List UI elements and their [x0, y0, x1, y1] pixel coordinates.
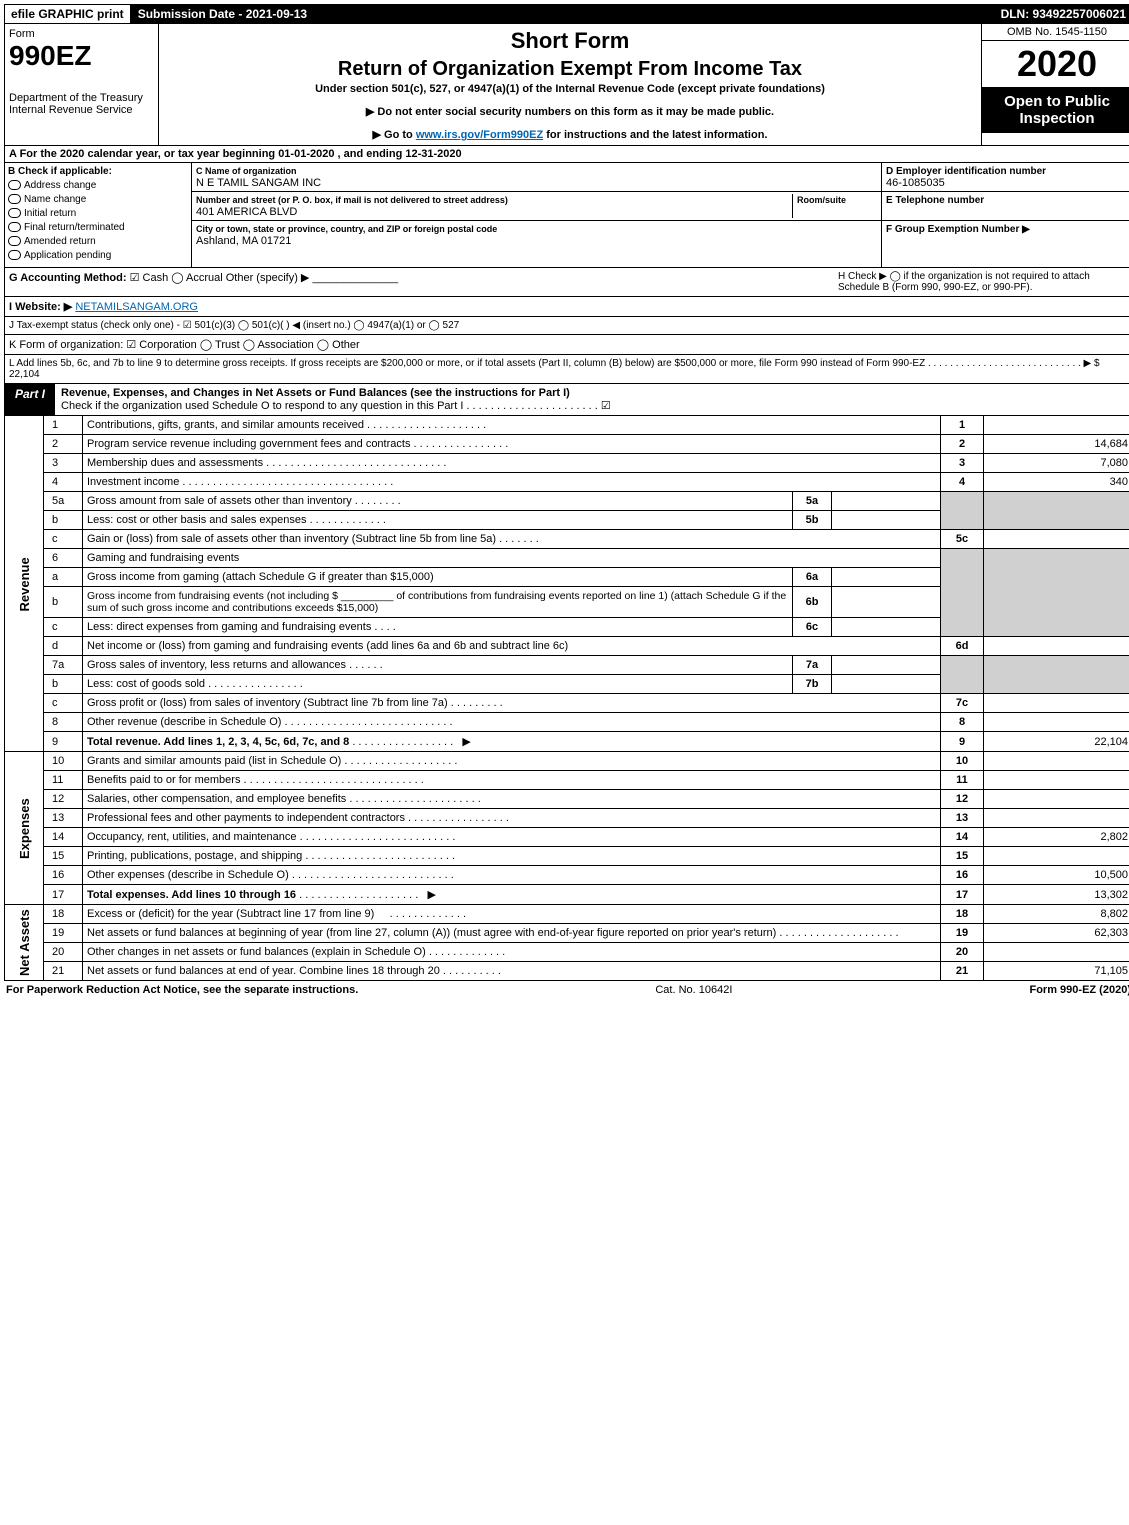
line-3: 3 Membership dues and assessments . . . …	[5, 454, 1129, 473]
chk-initial-return[interactable]: Initial return	[8, 208, 188, 219]
line-10: Expenses 10 Grants and similar amounts p…	[5, 752, 1129, 771]
open-public-inspection: Open to Public Inspection	[982, 87, 1129, 133]
part1-desc: Revenue, Expenses, and Changes in Net As…	[55, 384, 1129, 415]
title-short-form: Short Form	[163, 28, 977, 54]
page-footer: For Paperwork Reduction Act Notice, see …	[4, 981, 1129, 999]
box-c: C Name of organization N E TAMIL SANGAM …	[192, 163, 881, 267]
chk-name-change[interactable]: Name change	[8, 194, 188, 205]
line-17: 17 Total expenses. Add lines 10 through …	[5, 885, 1129, 905]
footer-right: Form 990-EZ (2020)	[1029, 984, 1129, 996]
submission-date: Submission Date - 2021-09-13	[130, 5, 315, 23]
line-20: 20 Other changes in net assets or fund b…	[5, 943, 1129, 962]
box-b-label: B Check if applicable:	[8, 166, 188, 177]
room-label: Room/suite	[797, 195, 846, 205]
c-name-label: C Name of organization	[196, 166, 297, 176]
header-right: OMB No. 1545-1150 2020 Open to Public In…	[981, 24, 1129, 145]
row-g: G Accounting Method: ☑ Cash ◯ Accrual Ot…	[9, 271, 838, 293]
line-19: 19 Net assets or fund balances at beginn…	[5, 924, 1129, 943]
org-street: 401 AMERICA BLVD	[196, 206, 297, 218]
row-gh: G Accounting Method: ☑ Cash ◯ Accrual Ot…	[4, 268, 1129, 297]
org-city: Ashland, MA 01721	[196, 235, 291, 247]
line-2: 2 Program service revenue including gove…	[5, 435, 1129, 454]
line-8: 8 Other revenue (describe in Schedule O)…	[5, 713, 1129, 732]
line-11: 11 Benefits paid to or for members . . .…	[5, 771, 1129, 790]
line-6d: d Net income or (loss) from gaming and f…	[5, 637, 1129, 656]
top-bar: efile GRAPHIC print Submission Date - 20…	[4, 4, 1129, 24]
row-k: K Form of organization: ☑ Corporation ◯ …	[4, 335, 1129, 355]
line-15: 15 Printing, publications, postage, and …	[5, 847, 1129, 866]
chk-final-return[interactable]: Final return/terminated	[8, 222, 188, 233]
chk-address-change[interactable]: Address change	[8, 180, 188, 191]
row-h: H Check ▶ ◯ if the organization is not r…	[838, 271, 1128, 293]
c-addr-label: Number and street (or P. O. box, if mail…	[196, 195, 508, 205]
line-21: 21 Net assets or fund balances at end of…	[5, 962, 1129, 981]
header-left: Form 990EZ Department of the Treasury In…	[5, 24, 159, 145]
efile-label: efile GRAPHIC print	[5, 5, 130, 23]
box-b: B Check if applicable: Address change Na…	[5, 163, 192, 267]
line-7c: c Gross profit or (loss) from sales of i…	[5, 694, 1129, 713]
line-5a: 5a Gross amount from sale of assets othe…	[5, 492, 1129, 511]
bullet-1: ▶ Do not enter social security numbers o…	[163, 105, 977, 118]
form-label: Form	[9, 28, 154, 40]
chk-application-pending[interactable]: Application pending	[8, 250, 188, 261]
line-18: Net Assets 18 Excess or (deficit) for th…	[5, 905, 1129, 924]
part1-header: Part I Revenue, Expenses, and Changes in…	[4, 384, 1129, 416]
revenue-side-label: Revenue	[5, 416, 44, 752]
line-7a: 7a Gross sales of inventory, less return…	[5, 656, 1129, 675]
bullet-2: ▶ Go to www.irs.gov/Form990EZ for instru…	[163, 128, 977, 141]
row-j: J Tax-exempt status (check only one) - ☑…	[4, 317, 1129, 335]
c-city-label: City or town, state or province, country…	[196, 224, 497, 234]
expenses-side-label: Expenses	[5, 752, 44, 905]
org-name: N E TAMIL SANGAM INC	[196, 177, 321, 189]
line-1: Revenue 1 Contributions, gifts, grants, …	[5, 416, 1129, 435]
ein-value: 46-1085035	[886, 177, 945, 189]
info-grid: B Check if applicable: Address change Na…	[4, 163, 1129, 268]
footer-center: Cat. No. 10642I	[655, 984, 732, 996]
form-number: 990EZ	[9, 40, 154, 72]
footer-left: For Paperwork Reduction Act Notice, see …	[6, 984, 358, 996]
lines-table: Revenue 1 Contributions, gifts, grants, …	[4, 416, 1129, 981]
tax-year: 2020	[982, 41, 1129, 87]
line-13: 13 Professional fees and other payments …	[5, 809, 1129, 828]
line-9: 9 Total revenue. Add lines 1, 2, 3, 4, 5…	[5, 732, 1129, 752]
spacer	[315, 5, 994, 23]
line-12: 12 Salaries, other compensation, and emp…	[5, 790, 1129, 809]
header-center: Short Form Return of Organization Exempt…	[159, 24, 981, 145]
line-4: 4 Investment income . . . . . . . . . . …	[5, 473, 1129, 492]
omb-number: OMB No. 1545-1150	[982, 24, 1129, 41]
irs-link[interactable]: www.irs.gov/Form990EZ	[416, 129, 543, 141]
line-16: 16 Other expenses (describe in Schedule …	[5, 866, 1129, 885]
dept-label: Department of the Treasury Internal Reve…	[9, 92, 154, 116]
website-link[interactable]: NETAMILSANGAM.ORG	[75, 301, 198, 313]
chk-amended-return[interactable]: Amended return	[8, 236, 188, 247]
subtitle: Under section 501(c), 527, or 4947(a)(1)…	[163, 83, 977, 95]
f-group-label: F Group Exemption Number ▶	[886, 224, 1030, 235]
dln-label: DLN: 93492257006021	[995, 5, 1129, 23]
part1-tag: Part I	[5, 384, 55, 415]
d-ein-label: D Employer identification number	[886, 166, 1046, 177]
row-i: I Website: ▶ NETAMILSANGAM.ORG	[4, 297, 1129, 317]
title-return: Return of Organization Exempt From Incom…	[163, 58, 977, 81]
bullet2-prefix: ▶ Go to	[373, 129, 416, 141]
form-header: Form 990EZ Department of the Treasury In…	[4, 24, 1129, 146]
box-def: D Employer identification number 46-1085…	[881, 163, 1129, 267]
line-5c: c Gain or (loss) from sale of assets oth…	[5, 530, 1129, 549]
netassets-side-label: Net Assets	[5, 905, 44, 981]
e-tel-label: E Telephone number	[886, 195, 984, 206]
line-a: A For the 2020 calendar year, or tax yea…	[4, 146, 1129, 163]
row-l: L Add lines 5b, 6c, and 7b to line 9 to …	[4, 355, 1129, 384]
line-14: 14 Occupancy, rent, utilities, and maint…	[5, 828, 1129, 847]
line-6: 6 Gaming and fundraising events	[5, 549, 1129, 568]
bullet2-suffix: for instructions and the latest informat…	[543, 129, 767, 141]
